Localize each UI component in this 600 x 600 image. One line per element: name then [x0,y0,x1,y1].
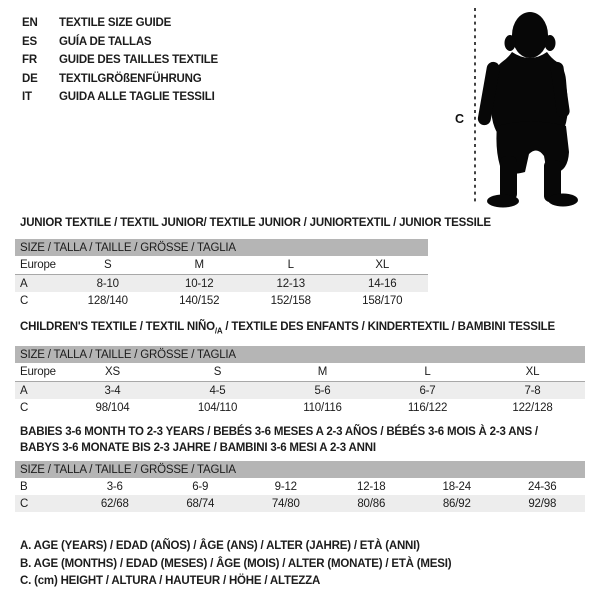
lang-code: IT [22,91,32,104]
row-label: B [20,480,28,493]
value-cell: 92/98 [499,495,585,512]
table-row-europe: Europe XS S M L XL [15,363,585,382]
lang-title: GUIDA ALLE TAGLIE TESSILI [59,91,215,104]
row-label: A [15,381,60,399]
value-cell: 18-24 [442,480,472,493]
value-cell: 9-12 [274,480,297,493]
lang-row-de: DE TEXTILGRÖßENFÜHRUNG [22,70,218,89]
lang-row-it: IT GUIDA ALLE TAGLIE TESSILI [22,88,218,107]
babies-title-line2: BABYS 3-6 MONATE BIS 2-3 JAHRE / BAMBINI… [20,441,376,454]
value-cell: 74/80 [243,495,329,512]
baby-height-figure: C [455,8,578,208]
table-row-height: C 62/68 68/74 74/80 80/86 86/92 92/98 [15,495,585,512]
footnote-legend: A. AGE (YEARS) / EDAD (AÑOS) / ÂGE (ANS)… [20,538,452,591]
value-cell: 24-36 [528,480,557,493]
table-row-height: C 128/140 140/152 152/158 158/170 [15,292,428,309]
lang-code: FR [22,54,37,67]
lang-title: GUIDE DES TAILLES TEXTILE [59,54,218,67]
table-row-age: A 3-4 4-5 5-6 6-7 7-8 [15,381,585,399]
lang-row-fr: FR GUIDE DES TAILLES TEXTILE [22,51,218,70]
value-cell: 6-7 [375,381,480,399]
size-cell: M [153,256,245,275]
value-cell: 128/140 [87,294,128,307]
lang-code: ES [22,35,37,48]
lang-title: TEXTILE SIZE GUIDE [59,17,172,29]
table-row-height: C 98/104 104/110 110/116 116/122 122/128 [15,399,585,416]
size-header-bar: SIZE / TALLA / TAILLE / GRÖSSE / TAGLIA [15,346,585,363]
size-cell: XL [480,363,585,382]
title-part: CHILDREN'S TEXTILE / TEXTIL NIÑO [20,321,215,333]
row-label: C [20,401,29,414]
title-subscript: /A [214,326,223,336]
value-cell: 12-13 [245,274,337,292]
children-size-table: SIZE / TALLA / TAILLE / GRÖSSE / TAGLIA … [15,346,585,416]
size-cell: L [375,363,480,382]
value-cell: 5-6 [270,381,375,399]
row-label: Europe [15,363,60,382]
babies-size-table: SIZE / TALLA / TAILLE / GRÖSSE / TAGLIA … [15,461,585,512]
value-cell: 14-16 [336,274,428,292]
row-label: A [15,274,62,292]
value-cell: 110/116 [303,401,342,414]
children-table-title: CHILDREN'S TEXTILE / TEXTIL NIÑO/A / TEX… [20,320,555,338]
row-label: C [15,495,72,512]
babies-title-line1: BABIES 3-6 MONTH TO 2-3 YEARS / BEBÉS 3-… [20,426,538,438]
value-cell: 158/170 [362,294,403,307]
value-cell: 6-9 [192,480,209,493]
junior-size-table: SIZE / TALLA / TAILLE / GRÖSSE / TAGLIA … [15,239,428,309]
size-cell: S [62,256,154,275]
value-cell: 152/158 [270,294,311,307]
size-cell: L [245,256,337,275]
value-cell: 122/128 [512,401,553,414]
row-label: C [20,294,29,307]
row-label: Europe [15,256,62,275]
language-title-list: EN TEXTILE SIZE GUIDE ES GUÍA DE TALLAS FR… [22,14,218,107]
value-cell: 80/86 [328,495,414,512]
junior-table-title: JUNIOR TEXTILE / TEXTIL JUNIOR/ TEXTILE … [20,217,491,229]
value-cell: 12-18 [357,480,386,493]
size-cell: XL [336,256,428,275]
footnote-c: C. (cm) HEIGHT / ALTURA / HAUTEUR / HÖHE… [20,575,321,588]
value-cell: 3-6 [106,480,123,493]
size-cell: XS [60,363,165,382]
size-header-bar: SIZE / TALLA / TAILLE / GRÖSSE / TAGLIA [15,239,428,256]
lang-row-en: EN TEXTILE SIZE GUIDE [22,14,218,33]
lang-code: DE [22,72,38,85]
value-cell: 68/74 [157,495,243,512]
lang-code: EN [22,17,38,29]
size-cell: M [270,363,375,382]
value-cell: 140/152 [179,294,220,307]
size-header-bar: SIZE / TALLA / TAILLE / GRÖSSE / TAGLIA [15,461,585,478]
size-cell: S [165,363,270,382]
value-cell: 116/122 [407,401,448,414]
value-cell: 10-12 [153,274,245,292]
value-cell: 4-5 [165,381,270,399]
value-cell: 8-10 [62,274,154,292]
value-cell: 7-8 [480,381,585,399]
babies-table-title: BABIES 3-6 MONTH TO 2-3 YEARS / BEBÉS 3-… [20,425,538,456]
value-cell: 3-4 [60,381,165,399]
lang-title: TEXTILGRÖßENFÜHRUNG [59,72,202,85]
table-row-months: B 3-6 6-9 9-12 12-18 18-24 24-36 [15,478,585,495]
value-cell: 98/104 [95,401,130,414]
table-row-age: A 8-10 10-12 12-13 14-16 [15,274,428,292]
footnote-b: B. AGE (MONTHS) / EDAD (MESES) / ÂGE (MO… [20,557,452,570]
height-measure-label: C [455,112,464,126]
value-cell: 62/68 [72,495,158,512]
lang-title: GUÍA DE TALLAS [59,35,152,48]
value-cell: 86/92 [414,495,500,512]
baby-toddler-silhouette-icon [477,12,578,208]
table-row-europe: Europe S M L XL [15,256,428,275]
lang-row-es: ES GUÍA DE TALLAS [22,33,218,52]
value-cell: 104/110 [197,401,238,414]
title-part: / TEXTILE DES ENFANTS / KINDERTEXTIL / B… [222,321,555,333]
footnote-a: A. AGE (YEARS) / EDAD (AÑOS) / ÂGE (ANS)… [20,540,420,552]
